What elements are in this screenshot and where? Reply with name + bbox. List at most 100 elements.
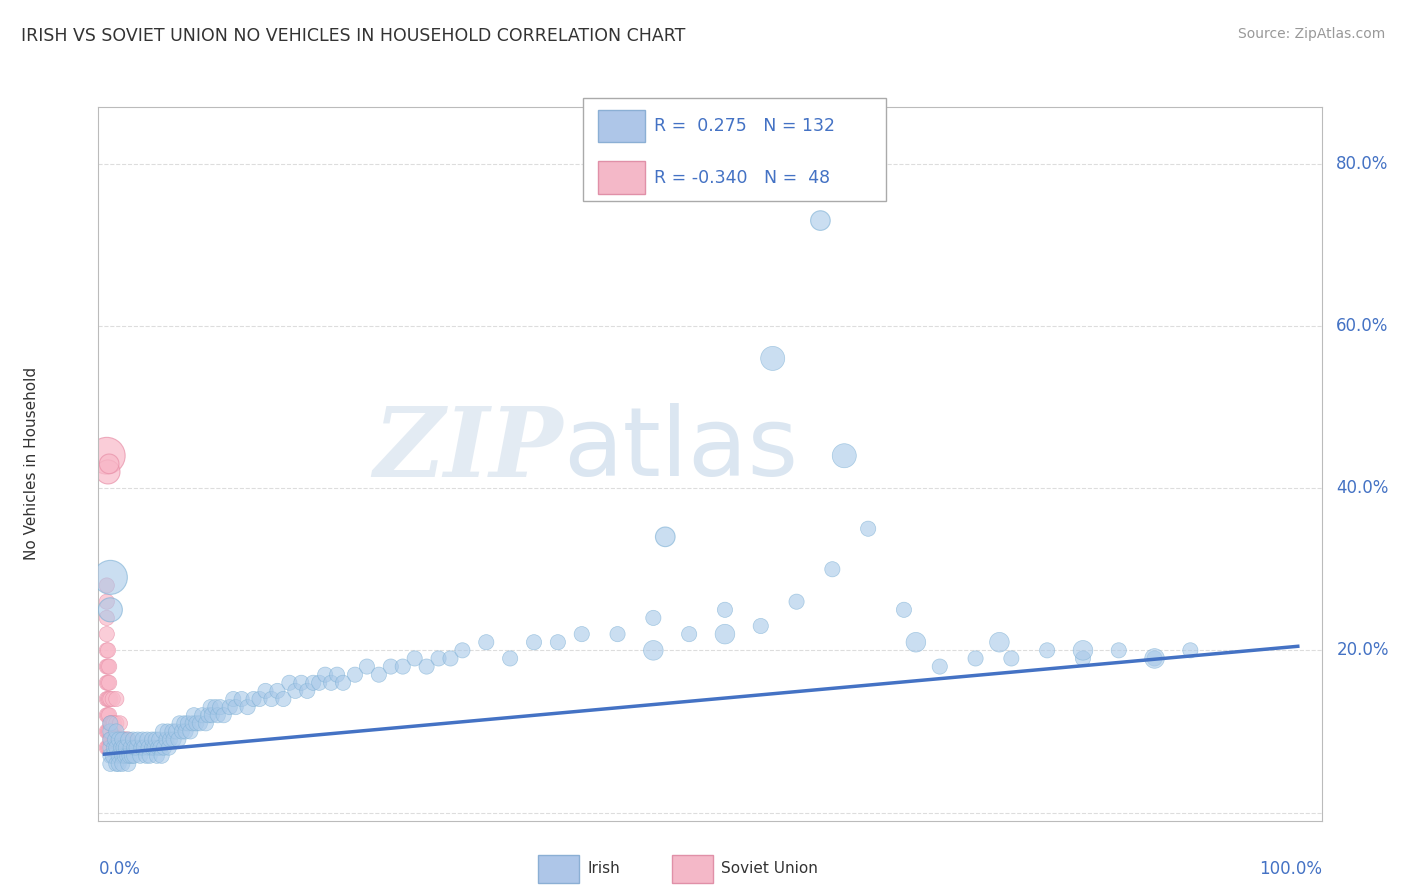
Point	[606, 627, 628, 641]
Point	[118, 748, 141, 763]
Point	[96, 692, 118, 706]
Point	[1036, 643, 1059, 657]
Point	[1071, 651, 1094, 665]
Text: 60.0%: 60.0%	[1336, 317, 1389, 335]
Point	[523, 635, 546, 649]
Point	[207, 708, 229, 723]
Point	[266, 684, 288, 698]
Text: 80.0%: 80.0%	[1336, 155, 1389, 173]
Point	[786, 595, 808, 609]
Point	[107, 732, 129, 747]
Point	[148, 732, 170, 747]
Point	[231, 692, 253, 706]
Point	[115, 740, 138, 755]
Point	[105, 692, 128, 706]
Point	[475, 635, 498, 649]
Point	[284, 684, 307, 698]
Point	[117, 732, 139, 747]
Point	[98, 603, 121, 617]
Point	[96, 724, 118, 739]
Point	[152, 724, 174, 739]
Point	[391, 659, 413, 673]
Point	[96, 627, 118, 641]
Point	[254, 684, 277, 698]
Point	[110, 740, 132, 755]
Point	[201, 708, 224, 723]
Point	[380, 659, 402, 673]
Point	[156, 724, 179, 739]
Point	[212, 708, 235, 723]
Point	[97, 708, 120, 723]
Point	[499, 651, 522, 665]
Point	[98, 724, 121, 739]
Point	[654, 530, 676, 544]
Point	[98, 570, 121, 584]
Point	[96, 659, 118, 673]
Point	[260, 692, 283, 706]
Text: No Vehicles in Household: No Vehicles in Household	[24, 368, 38, 560]
Point	[249, 692, 271, 706]
Point	[111, 756, 134, 771]
Point	[157, 740, 180, 755]
Point	[1000, 651, 1022, 665]
Point	[173, 716, 195, 731]
Point	[181, 716, 204, 731]
Point	[191, 708, 214, 723]
Point	[114, 748, 136, 763]
Point	[98, 740, 121, 755]
Point	[209, 700, 232, 714]
Point	[97, 659, 120, 673]
Point	[115, 732, 138, 747]
Point	[96, 643, 118, 657]
Point	[108, 732, 131, 747]
Point	[197, 708, 219, 723]
Point	[678, 627, 700, 641]
Point	[96, 578, 118, 592]
Point	[141, 732, 163, 747]
Point	[98, 692, 121, 706]
Point	[122, 732, 145, 747]
Point	[236, 700, 259, 714]
Text: 20.0%: 20.0%	[1336, 641, 1389, 659]
Point	[749, 619, 772, 633]
Text: Soviet Union: Soviet Union	[721, 862, 818, 876]
Point	[110, 732, 132, 747]
Point	[167, 732, 190, 747]
Point	[98, 708, 121, 723]
Point	[96, 740, 118, 755]
Point	[427, 651, 450, 665]
Point	[186, 716, 208, 731]
Point	[103, 740, 125, 755]
Point	[143, 740, 166, 755]
Text: IRISH VS SOVIET UNION NO VEHICLES IN HOUSEHOLD CORRELATION CHART: IRISH VS SOVIET UNION NO VEHICLES IN HOU…	[21, 27, 686, 45]
Point	[97, 465, 120, 479]
Point	[162, 724, 184, 739]
Text: 0.0%: 0.0%	[98, 860, 141, 878]
Point	[893, 603, 915, 617]
Point	[571, 627, 593, 641]
Point	[105, 724, 128, 739]
Point	[111, 748, 134, 763]
Point	[273, 692, 295, 706]
Point	[105, 740, 128, 755]
Point	[404, 651, 426, 665]
Point	[112, 732, 135, 747]
Point	[904, 635, 927, 649]
Point	[200, 700, 222, 714]
Point	[98, 659, 121, 673]
Point	[146, 740, 169, 755]
Point	[107, 756, 129, 771]
Point	[98, 756, 121, 771]
Point	[326, 667, 349, 681]
Point	[321, 675, 343, 690]
Point	[928, 659, 950, 673]
Point	[111, 732, 134, 747]
Point	[439, 651, 461, 665]
Point	[115, 748, 138, 763]
Point	[194, 716, 217, 731]
Point	[1143, 651, 1166, 665]
Point	[169, 716, 191, 731]
Point	[129, 748, 152, 763]
Point	[136, 732, 159, 747]
Point	[988, 635, 1011, 649]
